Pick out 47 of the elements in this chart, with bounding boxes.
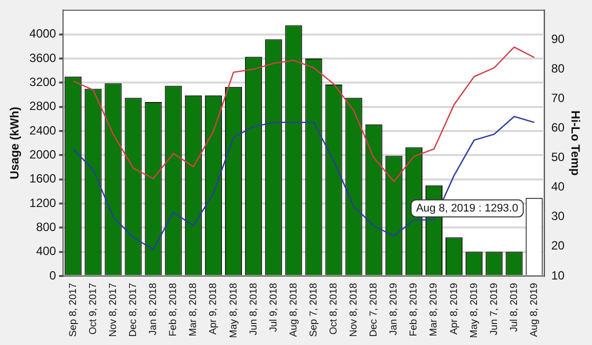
x-tick-label: May 8, 2018: [228, 282, 240, 338]
y-tick-label: 3600: [29, 50, 56, 65]
x-tick-label: May 8, 2019: [468, 282, 480, 338]
y-tick-label: 2400: [29, 123, 56, 138]
x-tick-label: Apr 8, 2019: [448, 282, 460, 335]
y-axis-title: Usage (kWh): [8, 106, 22, 180]
annotation: Aug 8, 2019 : 1293.0: [416, 202, 518, 214]
x-tick-label: Aug 8, 2019: [528, 282, 540, 337]
y-tick-label: 1600: [29, 172, 56, 186]
y2-tick-label: 30: [551, 209, 565, 224]
x-tick-label: Oct 9, 2017: [88, 282, 99, 335]
y2-tick-label: 40: [551, 180, 565, 194]
y2-tick-label: 20: [551, 238, 565, 253]
x-tick-label: Nov 8, 2017: [108, 282, 119, 337]
y-tick-label: 2800: [29, 99, 56, 114]
y-tick-label: 0: [49, 268, 56, 282]
x-tick-label: Jul 9, 2018: [268, 282, 280, 332]
y2-tick-label: 80: [551, 62, 565, 76]
x-tick-label: Mar 8, 2019: [428, 282, 440, 336]
x-tick-label: Jan 8, 2019: [388, 282, 400, 336]
y2-tick-label: 10: [551, 268, 565, 282]
x-tick-label: Feb 8, 2018: [168, 282, 180, 336]
y2-tick-label: 90: [551, 32, 565, 46]
y-tick-label: 400: [36, 244, 56, 258]
x-tick-label: Aug 8, 2018: [288, 282, 300, 337]
x-tick-label: Apr 9, 2018: [208, 282, 220, 335]
y2-tick-label: 60: [551, 120, 565, 135]
y-tick-label: 2000: [29, 147, 56, 162]
x-tick-label: Sep 7, 2018: [308, 282, 320, 337]
x-tick-label: Jun 8, 2018: [248, 282, 260, 336]
x-tick-label: Feb 8, 2019: [408, 282, 420, 336]
x-tick-label: Jun 7, 2019: [488, 282, 500, 336]
x-tick-label: Dec 8, 2017: [128, 282, 140, 337]
y2-axis-title: Hi-Lo Temp: [568, 110, 582, 176]
x-tick-label: Oct 8, 2018: [328, 282, 340, 335]
y2-tick-label: 50: [551, 150, 565, 164]
y-tick-label: 3200: [29, 74, 56, 89]
y-tick-label: 4000: [29, 26, 56, 41]
x-tick-label: Jul 8, 2019: [508, 282, 520, 332]
x-tick-label: Mar 8, 2018: [188, 282, 200, 336]
y2-tick-label: 70: [551, 91, 565, 106]
x-tick-label: Sep 8, 2017: [68, 282, 79, 337]
y-tick-label: 1200: [29, 196, 56, 210]
y-tick-label: 800: [36, 220, 56, 234]
x-tick-label: Nov 8, 2018: [348, 282, 360, 337]
x-tick-label: Jan 8, 2018: [148, 282, 160, 336]
x-tick-label: Dec 7, 2018: [368, 282, 380, 337]
